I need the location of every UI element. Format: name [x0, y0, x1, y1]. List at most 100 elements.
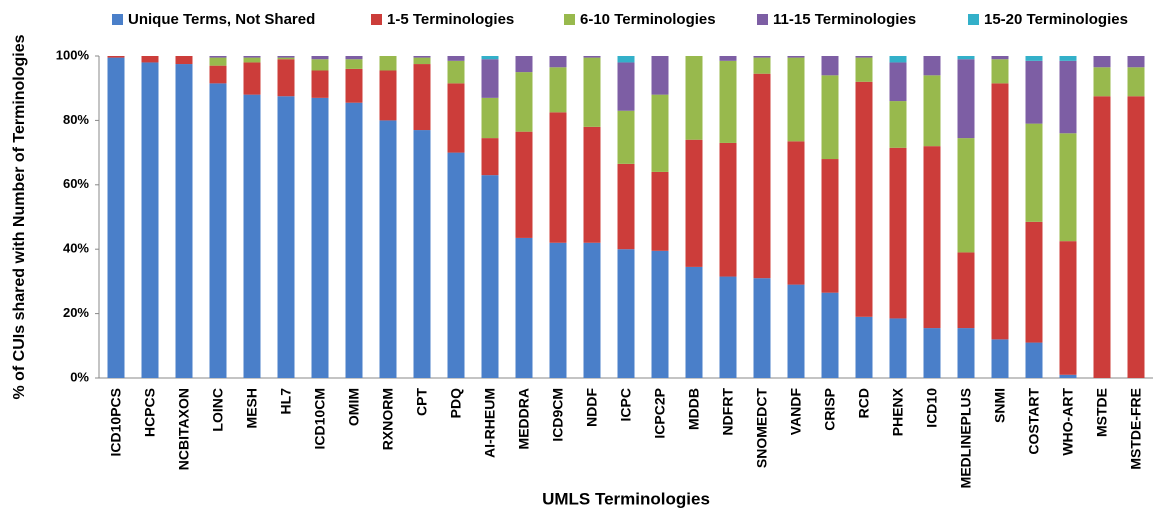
y-tick-label: 60% — [63, 176, 89, 191]
bar-segment — [923, 56, 941, 76]
x-tick-label: ICPC — [618, 388, 634, 421]
x-tick-label: MSTDE-FRE — [1128, 388, 1144, 470]
bar-segment — [277, 59, 295, 97]
y-axis-title: % of CUIs shared with Number of Terminol… — [11, 34, 28, 399]
bar-segment — [515, 131, 533, 238]
bar-segment — [209, 56, 227, 58]
bar-segment — [345, 59, 363, 69]
bar-segment — [855, 56, 873, 58]
bar-segment — [991, 83, 1009, 340]
bar-segment — [889, 62, 907, 102]
bar-segment — [821, 75, 839, 160]
x-tick-label: ICD10PCS — [108, 388, 124, 456]
x-tick-label: MDDB — [686, 388, 702, 430]
y-tick-label: 100% — [56, 47, 90, 62]
bar-segment — [923, 328, 941, 378]
x-tick-label: HCPCS — [142, 388, 158, 437]
bar-segment — [617, 249, 635, 378]
x-tick-label: RXNORM — [380, 388, 396, 450]
bar-segment — [1059, 241, 1077, 375]
bar-segment — [481, 97, 499, 139]
bar-segment — [311, 97, 329, 379]
bar-segment — [549, 67, 567, 113]
bar-segment — [957, 328, 975, 378]
bar-segment — [957, 138, 975, 253]
bar-segment — [991, 56, 1009, 60]
bar-segment — [311, 70, 329, 98]
bar-segment — [175, 56, 193, 65]
legend-swatch — [564, 14, 575, 25]
bar-segment — [685, 56, 703, 140]
bar-segment — [889, 147, 907, 319]
x-tick-label: MSTDE — [1094, 388, 1110, 437]
legend-swatch — [968, 14, 979, 25]
bar-segment — [1025, 221, 1043, 343]
legend-label: Unique Terms, Not Shared — [128, 11, 315, 28]
y-tick-label: 40% — [63, 241, 89, 256]
bar-segment — [345, 56, 363, 60]
x-tick-label: PDQ — [448, 388, 464, 418]
bar-segment — [209, 57, 227, 66]
bar-segment — [617, 163, 635, 250]
x-tick-label: OMIM — [346, 388, 362, 426]
x-tick-label: ICD10CM — [312, 388, 328, 449]
bar-segment — [481, 56, 499, 60]
bar-segment — [583, 57, 601, 127]
bar-segment — [617, 56, 635, 63]
bar-segment — [957, 56, 975, 60]
bar-segment — [1093, 96, 1111, 378]
bar-segment — [107, 57, 125, 379]
bar-segment — [549, 242, 567, 378]
bar-segment — [345, 68, 363, 103]
bar-segment — [311, 59, 329, 71]
bar-segment — [209, 83, 227, 379]
bar-segment — [447, 152, 465, 378]
bar-segment — [413, 130, 431, 378]
bar-segment — [277, 96, 295, 378]
bar-segment — [787, 57, 805, 142]
bar-segment — [209, 65, 227, 84]
bar-segment — [413, 56, 431, 58]
bar-segment — [923, 75, 941, 147]
bar-segment — [617, 62, 635, 111]
bar-segment — [753, 56, 771, 58]
legend-label: 6-10 Terminologies — [580, 11, 716, 28]
y-tick-label: 20% — [63, 305, 89, 320]
bar-segment — [821, 56, 839, 76]
bar-segment — [1059, 60, 1077, 134]
bar-segment — [447, 56, 465, 61]
bar-segment — [651, 250, 669, 378]
bar-segment — [141, 56, 159, 63]
bar-segment — [1025, 60, 1043, 124]
bar-segment — [481, 138, 499, 176]
bar-segment — [685, 266, 703, 378]
bar-segment — [481, 59, 499, 98]
bar-segment — [141, 62, 159, 378]
bar-segment — [1093, 67, 1111, 97]
bar-segment — [855, 57, 873, 82]
bar-segment — [413, 64, 431, 131]
bar-segment — [515, 237, 533, 378]
y-tick-label: 0% — [70, 369, 89, 384]
bar-segment — [277, 57, 295, 60]
bar-segment — [753, 73, 771, 279]
bar-segment — [991, 339, 1009, 378]
bar-segment — [957, 252, 975, 329]
bar-segment — [243, 94, 261, 378]
legend-label: 11-15 Terminologies — [773, 11, 916, 28]
bar-segment — [107, 56, 125, 58]
x-axis-title: UMLS Terminologies — [542, 489, 710, 508]
bar-segment — [515, 72, 533, 132]
x-tick-label: WHO-ART — [1060, 388, 1076, 456]
x-tick-label: ICPC2P — [652, 388, 668, 439]
bar-segment — [923, 146, 941, 329]
x-tick-label: AI-RHEUM — [482, 388, 498, 458]
bar-segment — [685, 139, 703, 267]
bar-segment — [1025, 342, 1043, 378]
x-tick-label: NDDF — [584, 388, 600, 427]
bar-segment — [413, 57, 431, 65]
bar-segment — [957, 59, 975, 139]
bar-segment — [855, 316, 873, 378]
bar-segment — [719, 276, 737, 378]
